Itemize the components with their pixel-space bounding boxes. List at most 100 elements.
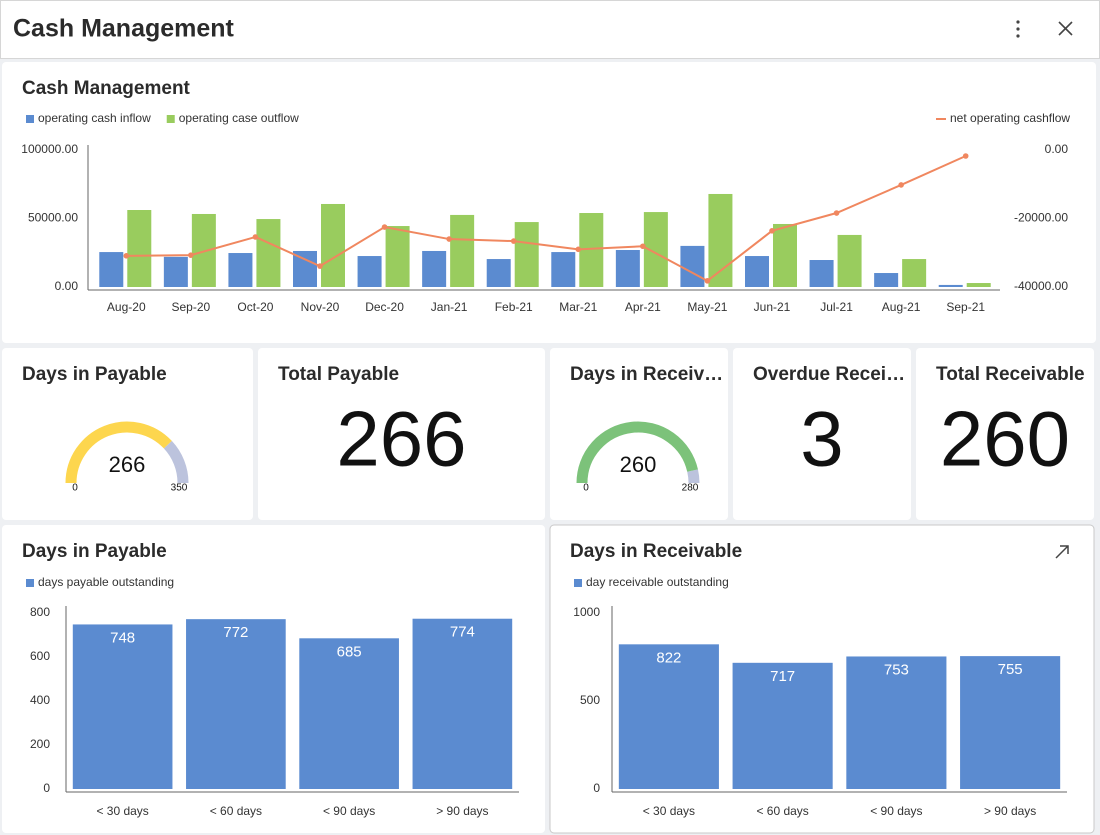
line-series [126,155,967,283]
y-tick-label: 200 [30,737,50,751]
legend-swatch [26,115,34,123]
kpi-value: 266 [336,395,466,483]
panel-title: Total Payable [278,364,399,385]
x-tick-label: < 90 days [870,804,922,818]
x-tick-label: < 60 days [210,804,262,818]
kpi-value: 3 [800,395,843,483]
line-point [898,182,904,188]
gauge-min: 0 [72,483,78,494]
bar [960,656,1061,789]
x-tick-label: < 30 days [96,804,148,818]
bar [321,203,345,287]
gauge-value: 260 [620,452,657,477]
legend-label: day receivable outstanding [586,575,729,589]
gauge-value: 266 [109,452,146,477]
panel [2,348,253,520]
panel-title: Overdue Recei… [753,364,905,385]
y2-tick-label: -20000.00 [1014,211,1068,225]
line-point [704,278,711,284]
y2-tick-label: -40000.00 [1014,279,1068,293]
more-menu-icon[interactable] [1016,20,1020,38]
bar [938,284,963,287]
bar [72,624,173,789]
gauge-max: 280 [682,483,699,494]
bar [809,260,834,287]
panel-title: Days in Receiv… [570,364,723,385]
bar [293,250,317,287]
y-tick-label: 100000.00 [21,142,78,156]
line-point [833,210,840,216]
line-point [446,236,452,242]
legend-label: days payable outstanding [38,575,174,589]
line-point [252,234,259,240]
bar [732,662,833,789]
x-tick-label: Dec-20 [365,300,404,314]
y-tick-label: 500 [580,693,600,707]
line-point [769,228,775,234]
x-tick-label: < 60 days [756,804,808,818]
y-tick-label: 1000 [573,605,600,619]
close-icon[interactable] [1058,21,1073,36]
gauge-fill [65,421,172,484]
line-point [188,252,194,258]
data-label: 822 [656,649,681,666]
gauge-max: 350 [171,483,188,494]
x-tick-label: < 90 days [323,804,375,818]
header-bar [0,0,1100,59]
y-tick-label: 800 [30,605,50,619]
bar [228,253,253,287]
x-tick-label: May-21 [687,300,727,314]
bar [385,226,410,287]
panel [733,348,911,520]
data-label: 755 [998,661,1023,678]
y2-tick-label: 0.00 [1045,142,1069,156]
bar [773,223,797,287]
expand-icon[interactable] [1055,545,1069,559]
legend-label: operating case outflow [179,111,299,125]
legend-swatch [166,115,175,123]
data-label: 748 [110,629,135,646]
line-point [575,246,582,253]
y-tick-label: 0.00 [55,279,79,293]
bar [551,252,576,287]
bar [163,256,188,287]
x-tick-label: Nov-20 [301,300,340,314]
x-tick-label: > 90 days [984,804,1036,818]
x-tick-label: Sep-20 [172,300,211,314]
line-point [962,153,969,159]
x-tick-label: Aug-20 [107,300,146,314]
legend-swatch [26,579,34,587]
bar [874,273,899,287]
bar [99,252,124,287]
bar [618,644,719,789]
y-tick-label: 600 [30,649,50,663]
bar [299,638,399,789]
gauge-fill [576,421,698,484]
bar [256,219,281,287]
panel-title: Days in Payable [22,541,167,562]
panel [258,348,545,520]
x-tick-label: Jan-21 [431,300,468,314]
bar [357,256,382,287]
x-tick-label: Sep-21 [946,300,985,314]
bar [486,259,511,287]
x-tick-label: > 90 days [436,804,488,818]
data-label: 774 [450,624,475,641]
page-title: Cash Management [13,15,235,43]
x-tick-label: Apr-21 [625,300,661,314]
panel [2,62,1096,343]
panel-title: Cash Management [22,78,191,99]
gauge-min: 0 [583,483,589,494]
x-tick-label: Feb-21 [495,300,533,314]
gauge-track [687,469,700,484]
bar [615,250,640,287]
x-tick-label: Aug-21 [882,300,921,314]
legend-swatch [574,579,582,587]
data-label: 717 [770,668,795,685]
bar [966,283,991,287]
bar [422,250,447,287]
y-tick-label: 400 [30,693,50,707]
panel [550,348,728,520]
